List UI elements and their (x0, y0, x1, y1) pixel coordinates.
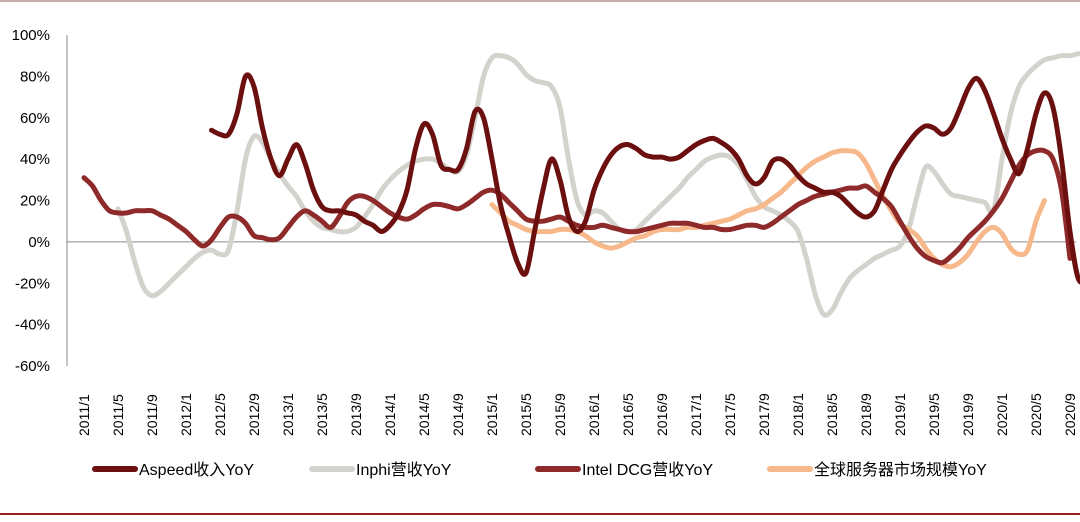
top-border (0, 0, 1080, 2)
x-tick-label: 2017/5 (722, 393, 738, 436)
legend-label: Aspeed收入YoY (139, 461, 254, 479)
y-tick-label: 0% (28, 234, 50, 251)
series-line-aspeed (212, 75, 1080, 282)
bottom-border (0, 513, 1080, 515)
x-tick-label: 2019/1 (892, 393, 908, 436)
x-tick-label: 2013/9 (348, 393, 364, 436)
x-tick-label: 2018/9 (858, 393, 874, 436)
x-tick-label: 2011/5 (110, 394, 126, 436)
x-tick-label: 2013/5 (314, 393, 330, 436)
x-tick-label: 2015/5 (518, 393, 534, 436)
y-tick-label: -40% (15, 317, 50, 334)
y-tick-label: 40% (20, 151, 50, 168)
x-tick-label: 2019/5 (926, 393, 942, 436)
legend-label: Intel DCG营收YoY (582, 461, 713, 479)
x-tick-label: 2016/1 (586, 393, 602, 436)
y-tick-label: 100% (12, 27, 50, 44)
x-tick-label: 2012/9 (246, 393, 262, 436)
legend-label: 全球服务器市场规模YoY (814, 461, 987, 479)
y-tick-label: -60% (15, 358, 50, 375)
legend-label: Inphi营收YoY (356, 461, 452, 479)
x-tick-label: 2020/1 (994, 393, 1010, 436)
x-tick-label: 2013/1 (280, 393, 296, 436)
x-tick-label: 2016/9 (654, 393, 670, 436)
x-tick-label: 2014/9 (450, 393, 466, 436)
x-tick-label: 2019/9 (960, 393, 976, 436)
x-tick-label: 2014/5 (416, 393, 432, 436)
y-tick-label: -20% (15, 275, 50, 292)
y-tick-label: 60% (20, 110, 50, 127)
x-tick-label: 2015/9 (552, 393, 568, 436)
legend: Aspeed收入YoY Inphi营收YoY Intel DCG营收YoY 全球服务器… (95, 461, 987, 479)
x-tick-label: 2015/1 (484, 393, 500, 436)
x-tick-label: 2020/5 (1028, 393, 1044, 436)
x-tick-label: 2018/5 (824, 393, 840, 436)
x-tick-label: 2017/9 (756, 393, 772, 436)
x-tick-label: 2012/5 (212, 393, 228, 436)
series-layer (84, 54, 1080, 316)
x-tick-label: 2017/1 (688, 393, 704, 436)
x-tick-label: 2011/1 (76, 394, 92, 436)
x-tick-label: 2014/1 (382, 393, 398, 436)
x-tick-label: 2011/9 (144, 394, 160, 436)
x-tick-label: 2012/1 (178, 393, 194, 436)
y-tick-label: 20% (20, 193, 50, 210)
y-axis: 100% 80% 60% 40% 20% 0% -20% -40% -60% (12, 27, 67, 375)
x-tick-label: 2018/1 (790, 393, 806, 436)
x-tick-label: 2016/5 (620, 393, 636, 436)
x-tick-label: 2020/9 (1062, 393, 1078, 436)
x-axis: 2011/1 2011/5 2011/9 2012/1 2012/5 2012/9 2013… (76, 393, 1078, 436)
y-tick-label: 80% (20, 68, 50, 85)
